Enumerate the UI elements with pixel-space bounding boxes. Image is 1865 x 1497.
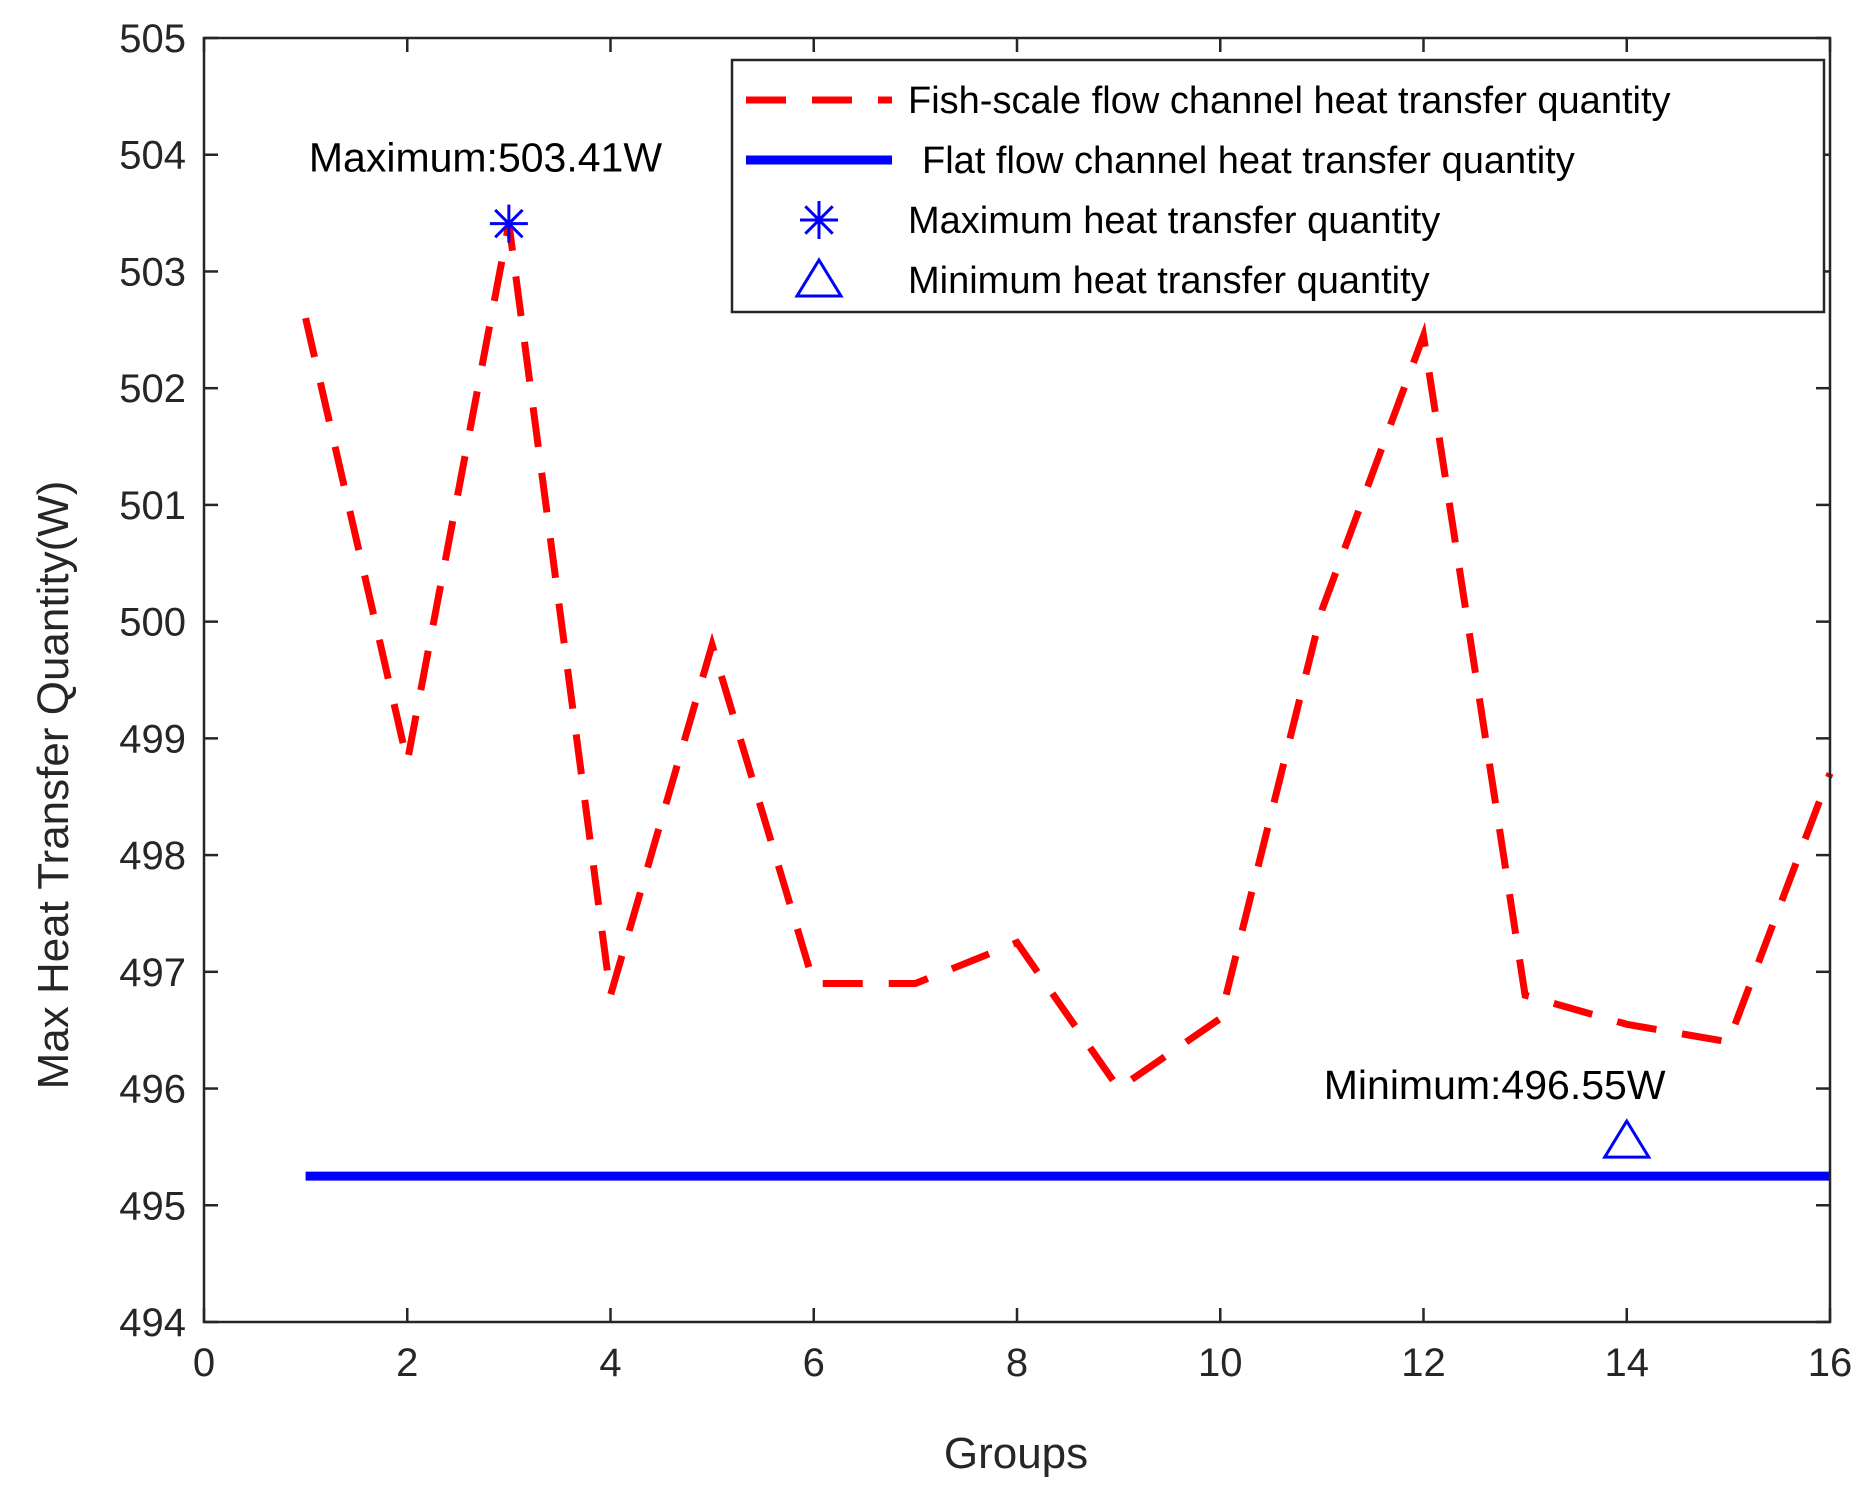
y-tick-label: 504	[119, 134, 186, 178]
legend-swatch-maximum	[800, 201, 838, 239]
legend-label: Minimum heat transfer quantity	[908, 260, 1430, 302]
x-tick-label: 6	[803, 1341, 825, 1385]
y-tick-label: 498	[119, 834, 186, 878]
minimum-marker	[1602, 1118, 1652, 1159]
maximum-annotation: Maximum:503.41W	[309, 135, 662, 181]
legend-box	[730, 58, 1826, 314]
x-tick-label: 2	[396, 1341, 418, 1385]
minimum-annotation: Minimum:496.55W	[1324, 1062, 1666, 1108]
y-tick-label: 494	[119, 1301, 186, 1345]
legend: Fish-scale flow channel heat transfer qu…	[730, 58, 1826, 314]
x-tick-label: 8	[1006, 1341, 1028, 1385]
legend-label: Fish-scale flow channel heat transfer qu…	[908, 80, 1671, 122]
y-tick-label: 503	[119, 250, 186, 294]
x-tick-label: 16	[1808, 1341, 1853, 1385]
series-group	[302, 204, 1834, 1181]
annotations-group: Maximum:503.41W Minimum:496.55W	[309, 135, 1666, 1108]
fish-scale-series-line	[302, 222, 1834, 1094]
maximum-marker	[489, 204, 528, 243]
x-tick-label: 14	[1605, 1341, 1650, 1385]
x-tick-label: 12	[1401, 1341, 1446, 1385]
legend-swatch-minimum	[794, 257, 844, 298]
y-axis-title: Max Heat Transfer Quantity(W)	[29, 481, 78, 1090]
y-tick-label: 502	[119, 367, 186, 411]
y-tick-label: 501	[119, 484, 186, 528]
x-tick-label: 4	[599, 1341, 621, 1385]
y-tick-label: 495	[119, 1184, 186, 1228]
axes-group: 0 2 4 6 8 10 12 14 16 494 495 496 497 498 499 500 501 502…	[119, 17, 1852, 1385]
y-tick-label: 496	[119, 1068, 186, 1112]
legend-label: Maximum heat transfer quantity	[908, 200, 1440, 242]
legend-label: Flat flow channel heat transfer quantity	[922, 140, 1575, 182]
x-tick-label: 10	[1198, 1341, 1243, 1385]
x-axis-title: Groups	[944, 1429, 1088, 1478]
axes-frame	[202, 36, 1832, 1324]
y-tick-label: 505	[119, 17, 186, 61]
y-tick-label: 500	[119, 601, 186, 645]
y-tick-label: 497	[119, 951, 186, 995]
y-tick-label: 499	[119, 717, 186, 761]
x-tick-label: 0	[193, 1341, 215, 1385]
